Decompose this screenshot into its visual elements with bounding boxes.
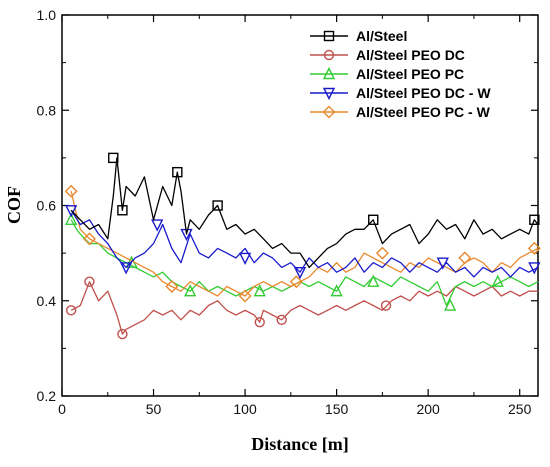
legend-item: Al/Steel PEO DC - W xyxy=(310,85,491,101)
x-tick-label: 250 xyxy=(508,401,532,417)
x-tick-label: 0 xyxy=(58,401,66,417)
legend-swatch-marker xyxy=(323,49,335,61)
legend-label: Al/Steel xyxy=(356,28,407,44)
data-point-marker xyxy=(375,246,389,260)
series-line xyxy=(70,191,539,297)
series-group xyxy=(65,276,538,340)
data-point-marker xyxy=(64,184,78,198)
data-point-marker xyxy=(82,232,96,246)
legend: Al/Steel Al/Steel PEO DC Al/Steel PEO PC Al… xyxy=(310,28,491,120)
legend-swatch-marker xyxy=(323,30,335,42)
y-axis-title: COF xyxy=(4,186,24,224)
data-point-marker xyxy=(443,298,457,311)
data-point-marker xyxy=(65,305,77,316)
data-point-marker xyxy=(276,314,287,325)
data-point-marker xyxy=(165,279,179,293)
data-point-marker xyxy=(458,251,472,265)
data-point-marker xyxy=(254,316,265,328)
legend-swatch-marker xyxy=(322,87,336,101)
legend-label: Al/Steel PEO DC xyxy=(356,47,465,63)
y-tick-label: 0.4 xyxy=(37,293,57,309)
x-tick-label: 50 xyxy=(146,401,162,417)
legend-swatch-marker xyxy=(322,66,336,80)
data-point-marker xyxy=(238,289,252,303)
series-layer xyxy=(64,152,541,340)
data-point-marker xyxy=(436,257,449,270)
x-tick-label: 150 xyxy=(325,401,349,417)
data-point-marker xyxy=(65,212,78,225)
data-point-marker xyxy=(380,300,392,311)
y-tick-label: 0.6 xyxy=(37,198,57,214)
y-tick-label: 0.2 xyxy=(37,388,57,404)
data-point-marker xyxy=(528,262,541,275)
data-point-marker xyxy=(84,276,95,287)
data-point-marker xyxy=(491,274,504,287)
data-point-marker xyxy=(238,252,252,265)
data-point-marker xyxy=(367,274,380,287)
data-point-marker xyxy=(293,266,307,280)
data-point-marker xyxy=(65,205,78,218)
x-axis-title: Distance [m] xyxy=(251,434,348,454)
legend-item: Al/Steel PEO DC xyxy=(310,47,465,63)
series-group xyxy=(65,205,541,280)
plot-frame xyxy=(61,14,539,397)
x-tick-label: 200 xyxy=(416,401,440,417)
data-point-marker xyxy=(368,214,379,225)
legend-label: Al/Steel PEO DC - W xyxy=(356,85,491,101)
data-point-marker xyxy=(527,241,541,255)
y-tick-label: 0.8 xyxy=(37,102,57,118)
data-point-marker xyxy=(529,214,540,225)
legend-item: Al/Steel PEO PC xyxy=(310,66,464,82)
data-point-marker xyxy=(119,262,133,275)
legend-swatch-marker xyxy=(322,105,336,119)
data-point-marker xyxy=(117,328,128,340)
data-point-marker xyxy=(253,284,266,297)
series-line xyxy=(70,281,538,335)
data-point-marker xyxy=(184,284,197,297)
y-tick-label: 1.0 xyxy=(37,7,57,23)
data-point-marker xyxy=(330,284,343,297)
data-point-marker xyxy=(289,275,303,289)
data-point-marker xyxy=(172,166,183,178)
data-point-marker xyxy=(117,205,128,216)
series-line xyxy=(70,157,539,269)
data-point-marker xyxy=(108,152,119,164)
data-point-marker xyxy=(151,219,164,232)
legend-label: Al/Steel PEO PC xyxy=(356,66,464,82)
series-group xyxy=(70,152,540,269)
series-group xyxy=(64,184,541,303)
legend-item: Al/Steel xyxy=(310,28,407,44)
x-tick-label: 100 xyxy=(233,401,257,417)
legend-label: Al/Steel PEO PC - W xyxy=(356,104,491,120)
data-point-marker xyxy=(212,200,223,211)
legend-item: Al/Steel PEO PC - W xyxy=(310,104,491,120)
series-line xyxy=(70,209,539,278)
axis-ticks: 0 50 100 150 200 250 0.2 0.4 0.6 0.8 1.0 xyxy=(37,7,538,417)
